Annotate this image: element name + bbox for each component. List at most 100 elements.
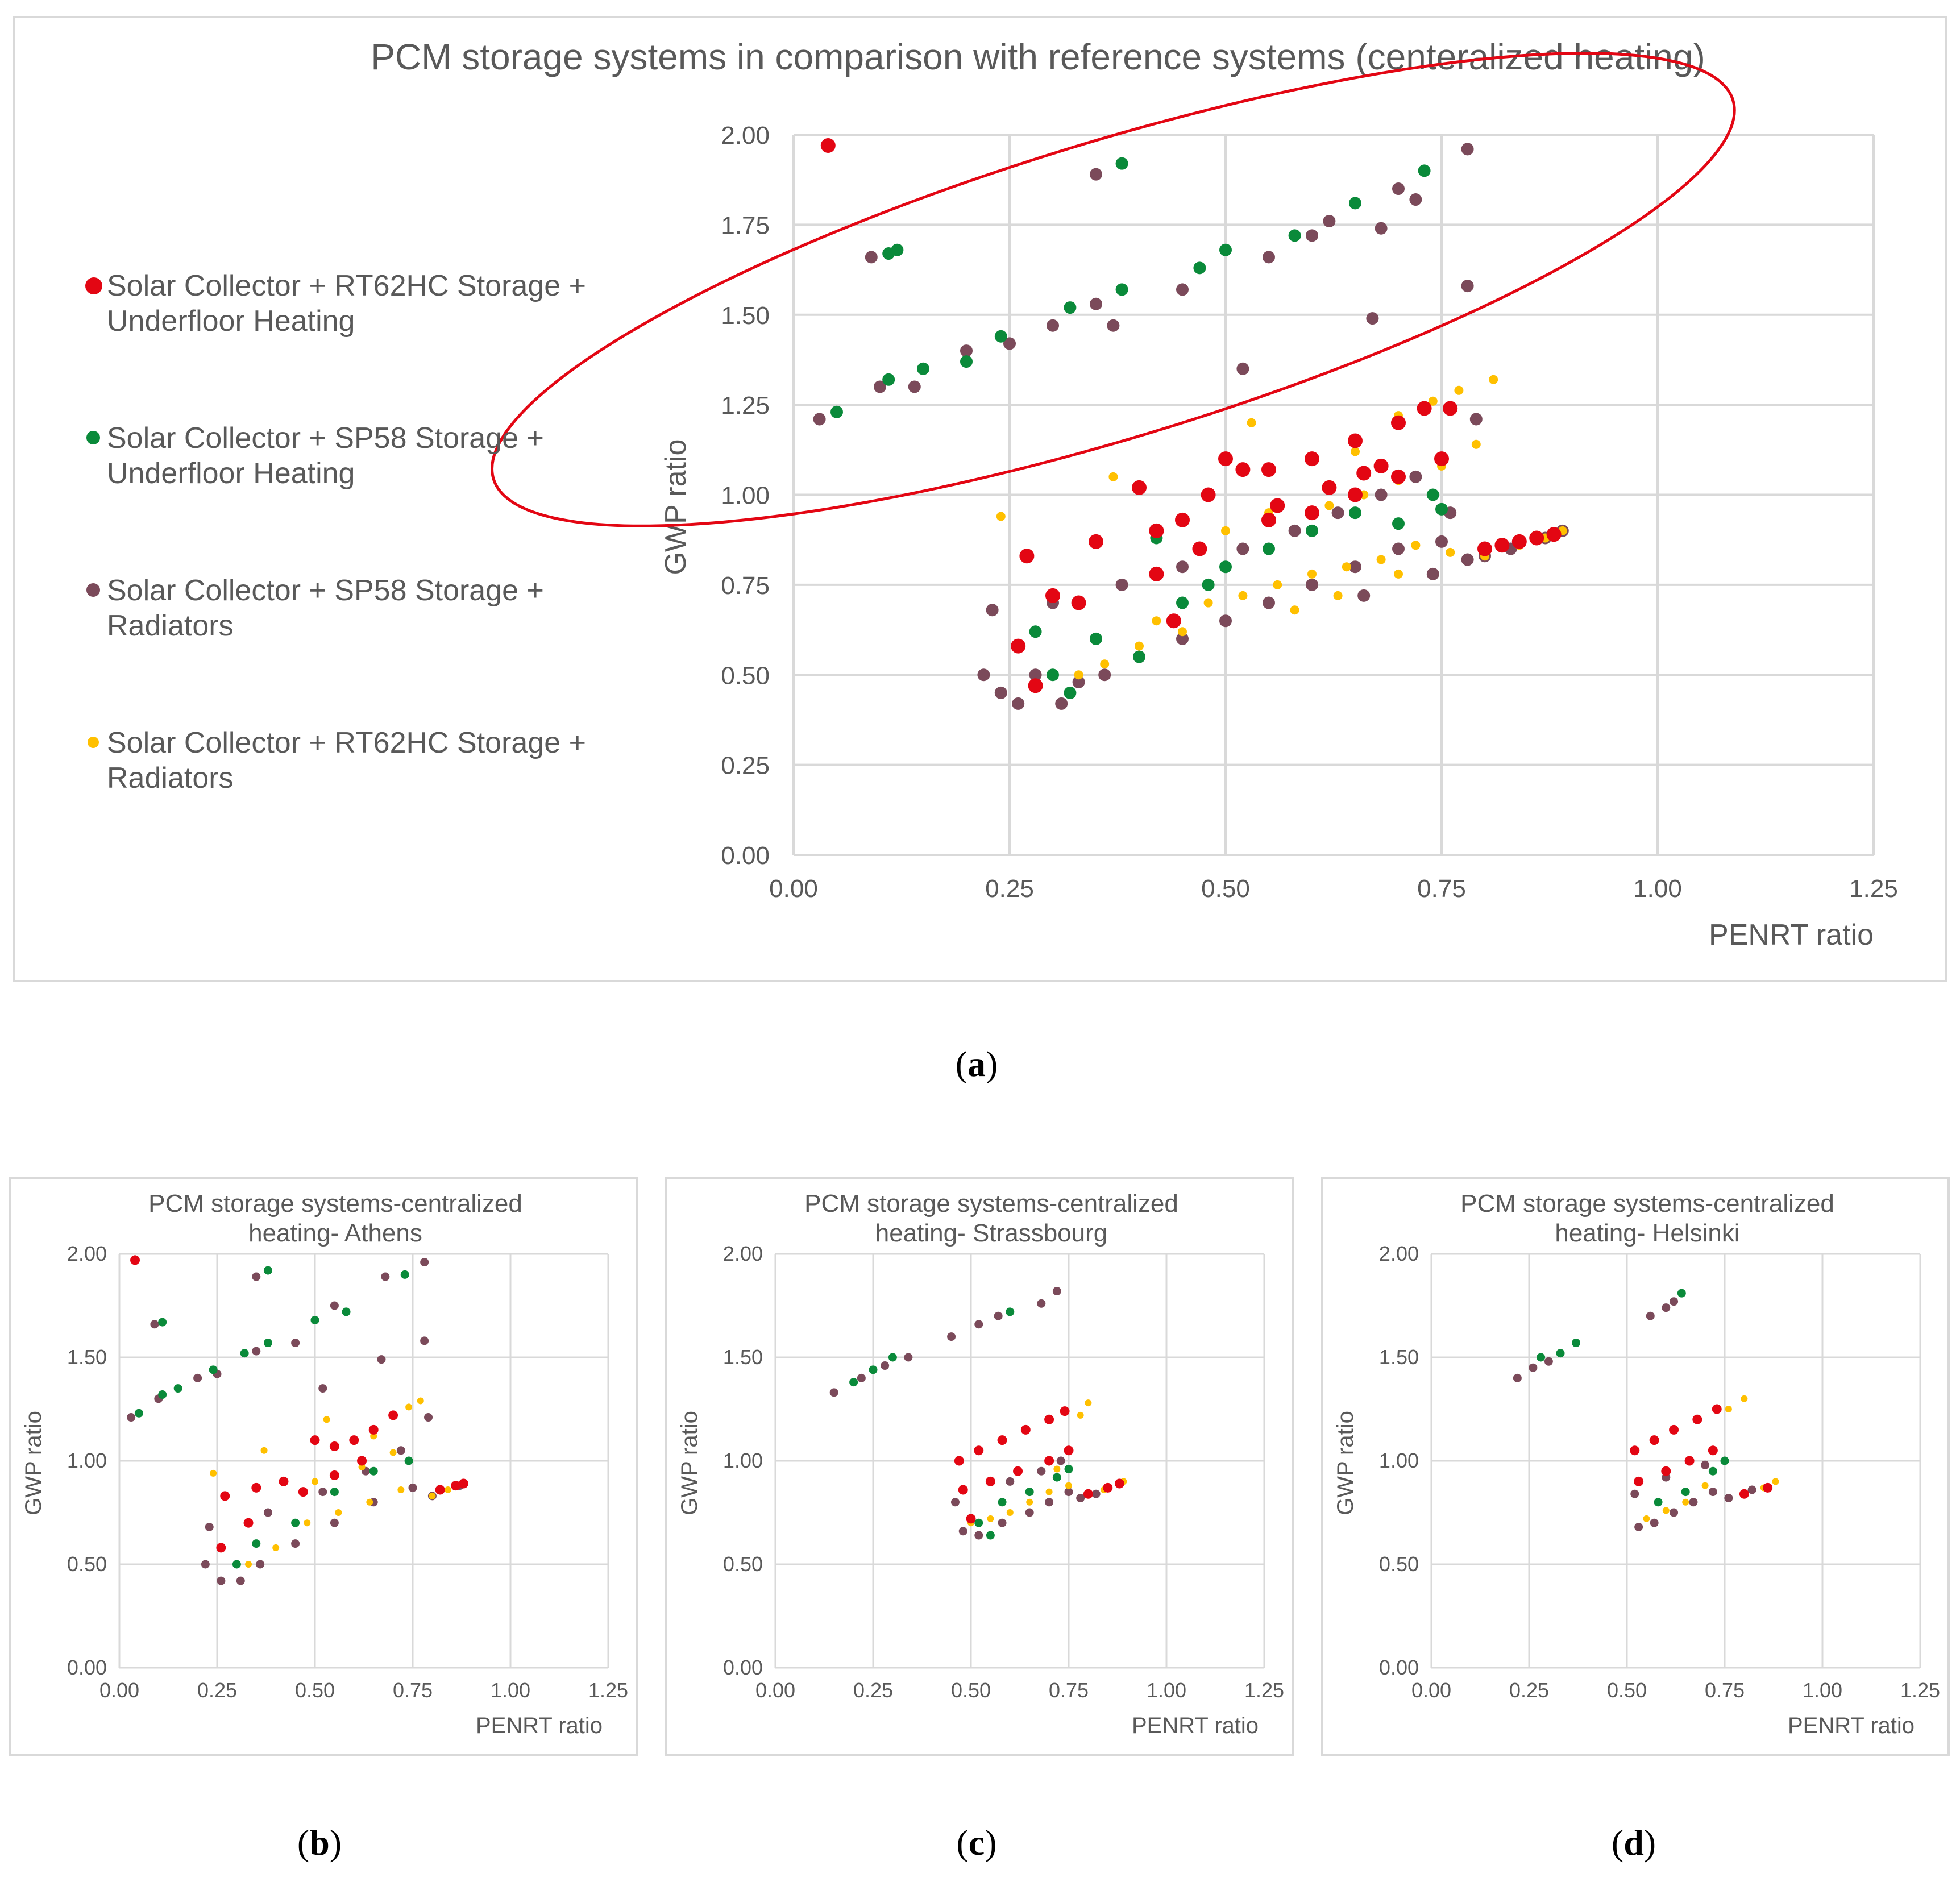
strassbourg-title-line1: PCM storage systems-centralized [804,1190,1178,1218]
main-scatter-chart: PCM storage systems in comparison with r… [371,36,1898,952]
main-point [1201,487,1216,502]
helsinki-y-axis-label: GWP ratio [1333,1411,1358,1515]
caption-a-letter: a [967,1044,986,1084]
legend-label: Solar Collector + SP58 Storage + Radiato… [107,574,544,642]
strassbourg-x-tick-label: 0.00 [755,1679,795,1702]
main-point [1261,512,1276,527]
strassbourg-y-tick-label: 2.00 [723,1242,763,1265]
athens-point [405,1403,413,1411]
main-point [1019,549,1035,564]
main-point [1349,506,1361,520]
strassbourg-point [1045,1488,1053,1495]
athens-x-tick-label: 1.00 [491,1679,530,1702]
strassbourg-point [1026,1498,1033,1506]
strassbourg-point [1077,1411,1084,1419]
athens-point [404,1456,413,1465]
athens-point [435,1485,445,1495]
main-point [1529,530,1544,546]
main-point [1306,229,1318,242]
main-point [1306,524,1318,537]
main-point [1176,632,1189,645]
main-x-tick-label: 1.25 [1849,875,1898,903]
main-y-tick-label: 2.00 [721,122,770,149]
main-point [1071,595,1086,610]
athens-point [329,1441,339,1452]
strassbourg-y-axis-label: GWP ratio [677,1411,702,1515]
main-point [917,362,929,375]
athens-point [251,1482,261,1493]
strassbourg-point [1020,1424,1031,1435]
main-y-tick-label: 1.50 [721,302,770,330]
helsinki-point [1634,1476,1644,1486]
strassbourg-point [947,1332,956,1341]
athens-point [240,1349,249,1358]
strassbourg-x-tick-label: 1.00 [1147,1679,1186,1702]
helsinki-title-line2: heating- Helsinki [1555,1219,1739,1247]
athens-title-line1: PCM storage systems-centralized [148,1190,522,1218]
highlight-ellipse [491,52,1736,527]
athens-chart-panel: PCM storage systems-centralized heating- … [9,1177,638,1756]
main-point [1375,488,1388,501]
main-x-tick-label: 0.00 [769,875,818,903]
helsinki-point [1650,1518,1659,1527]
main-point [1064,686,1077,699]
athens-point [396,1446,405,1455]
helsinki-point [1662,1507,1670,1514]
athens-point [304,1519,311,1527]
helsinki-x-tick-label: 0.25 [1509,1679,1549,1702]
athens-x-tick-label: 0.25 [197,1679,237,1702]
main-point [1417,401,1432,416]
main-x-tick-label: 0.25 [985,875,1034,903]
strassbourg-point [974,1445,984,1456]
athens-point [291,1518,300,1527]
main-point [1376,555,1386,564]
athens-point [310,1435,320,1445]
main-point [1392,182,1405,196]
main-point [1064,301,1077,314]
caption-a: (a) [955,1044,998,1084]
strassbourg-point [985,1476,995,1486]
main-point [1133,650,1145,663]
strassbourg-point [1013,1466,1023,1476]
main-point [1454,385,1464,395]
main-point [1108,472,1118,481]
strassbourg-point [1052,1287,1061,1296]
athens-point [298,1487,308,1497]
main-chart-panel: PCM storage systems in comparison with r… [13,16,1947,982]
main-point [1011,638,1026,654]
main-x-tick-label: 0.50 [1201,875,1250,903]
athens-point [205,1522,214,1531]
helsinki-point [1556,1349,1565,1358]
main-point [1443,401,1458,416]
legend-label: Solar Collector + SP58 Storage + Underfl… [107,422,544,490]
helsinki-point [1544,1357,1553,1366]
athens-point [368,1424,379,1435]
strassbourg-point [1006,1307,1015,1316]
athens-point [150,1320,159,1329]
main-point [1469,413,1483,426]
athens-point [408,1483,417,1492]
main-point [820,138,836,153]
strassbourg-point [1025,1488,1034,1497]
helsinki-point [1681,1488,1690,1497]
athens-point [256,1560,265,1569]
strassbourg-point [958,1485,968,1495]
helsinki-y-tick-label: 0.00 [1379,1656,1419,1679]
helsinki-point [1630,1489,1639,1498]
main-point [1176,283,1189,296]
strassbourg-point [1006,1477,1015,1486]
main-point [1100,659,1110,669]
athens-point [429,1492,436,1499]
main-x-tick-label: 0.75 [1417,875,1466,903]
athens-y-tick-label: 1.50 [67,1345,107,1369]
main-point [1098,668,1111,682]
athens-point [389,1449,397,1456]
strassbourg-point [994,1311,1003,1320]
helsinki-y-tick-label: 2.00 [1379,1242,1419,1265]
main-point [1089,534,1103,549]
main-y-tick-label: 1.25 [721,392,770,419]
athens-point [193,1373,202,1382]
main-point [1322,480,1337,495]
main-point [1411,541,1421,550]
main-point [1166,613,1181,629]
